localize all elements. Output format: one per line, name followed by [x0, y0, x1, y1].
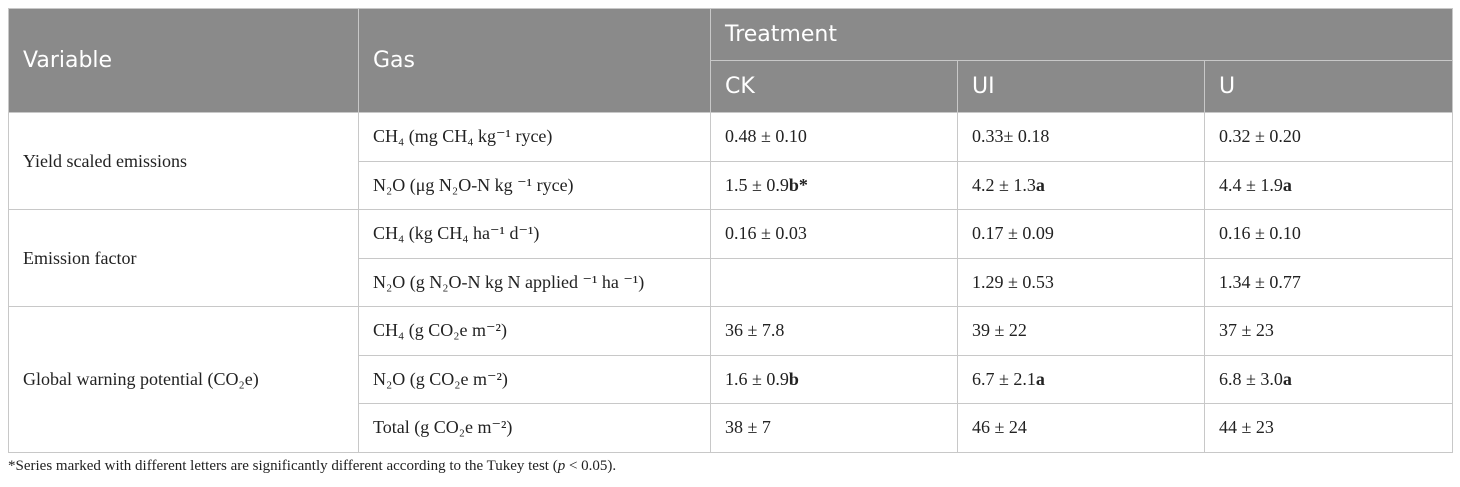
significance-letter: a — [1035, 368, 1045, 389]
table-container: Variable Gas Treatment CK UI U Yield sca… — [8, 8, 1453, 453]
value-u: 1.34 ± 0.77 — [1204, 257, 1453, 307]
value-ck: 1.5 ± 0.9b* — [710, 160, 958, 210]
significance-letter: a — [1282, 368, 1292, 389]
value-ck: 1.6 ± 0.9b — [710, 354, 958, 404]
header-u: U — [1204, 60, 1453, 113]
value-u: 6.8 ± 3.0a — [1204, 354, 1453, 404]
value-ui: 1.29 ± 0.53 — [957, 257, 1205, 307]
value-ui: 4.2 ± 1.3a — [957, 160, 1205, 210]
value-ck — [710, 257, 958, 307]
header-row: Variable Gas Treatment — [8, 8, 1453, 113]
header-ui: UI — [957, 60, 1205, 113]
table-row: N₂O (μg N₂O-N kg ⁻¹ ryce) 1.5 ± 0.9b* 4.… — [9, 160, 1453, 210]
footnote: *Series marked with different letters ar… — [8, 458, 617, 474]
value-u: 44 ± 23 — [1204, 403, 1453, 453]
gas-cell: CH₄ (kg CH₄ ha⁻¹ d⁻¹) — [358, 209, 711, 259]
significance-letter: b — [788, 368, 799, 389]
value-ui: 6.7 ± 2.1a — [957, 354, 1205, 404]
gas-cell: CH₄ (g CO₂e m⁻²) — [358, 306, 711, 356]
table-row: N₂O (g N₂O-N kg N applied ⁻¹ ha ⁻¹) 1.29… — [9, 257, 1453, 307]
header-treatment: Treatment — [710, 8, 1453, 61]
gas-cell: N₂O (g N₂O-N kg N applied ⁻¹ ha ⁻¹) — [358, 257, 711, 307]
variable-emission-factor: Emission factor — [8, 209, 359, 307]
table-row: Total (g CO₂e m⁻²) 38 ± 7 46 ± 24 44 ± 2… — [9, 403, 1453, 453]
table-row: Emission factor CH₄ (kg CH₄ ha⁻¹ d⁻¹) 0.… — [8, 209, 1453, 307]
value-ui: 0.17 ± 0.09 — [957, 209, 1205, 259]
value-ck: 0.48 ± 0.10 — [710, 112, 958, 162]
significance-letter: a — [1282, 174, 1292, 195]
value-u: 4.4 ± 1.9a — [1204, 160, 1453, 210]
gas-cell: Total (g CO₂e m⁻²) — [358, 403, 711, 453]
value-ck: 36 ± 7.8 — [710, 306, 958, 356]
value-ui: 46 ± 24 — [957, 403, 1205, 453]
value-u: 0.16 ± 0.10 — [1204, 209, 1453, 259]
gas-cell: CH₄ (mg CH₄ kg⁻¹ ryce) — [358, 112, 711, 162]
subheader-row: CK UI U — [9, 60, 1453, 113]
header-gas: Gas — [358, 8, 711, 113]
variable-yield: Yield scaled emissions — [8, 112, 359, 210]
value-ck: 38 ± 7 — [710, 403, 958, 453]
value-ck: 0.16 ± 0.03 — [710, 209, 958, 259]
variable-gwp: Global warning potential (CO₂e) — [8, 306, 359, 453]
significance-letter: b* — [788, 174, 808, 195]
value-ui: 39 ± 22 — [957, 306, 1205, 356]
data-table: Variable Gas Treatment CK UI U Yield sca… — [8, 8, 1453, 453]
header-variable: Variable — [8, 8, 359, 113]
table-row: Yield scaled emissions CH₄ (mg CH₄ kg⁻¹ … — [8, 112, 1453, 210]
header-ck: CK — [710, 60, 958, 113]
value-u: 37 ± 23 — [1204, 306, 1453, 356]
gas-cell: N₂O (μg N₂O-N kg ⁻¹ ryce) — [358, 160, 711, 210]
significance-letter: a — [1035, 174, 1045, 195]
value-ui: 0.33± 0.18 — [957, 112, 1205, 162]
value-u: 0.32 ± 0.20 — [1204, 112, 1453, 162]
table-row: Global warning potential (CO₂e) CH₄ (g C… — [8, 306, 1453, 453]
gas-cell: N₂O (g CO₂e m⁻²) — [358, 354, 711, 404]
